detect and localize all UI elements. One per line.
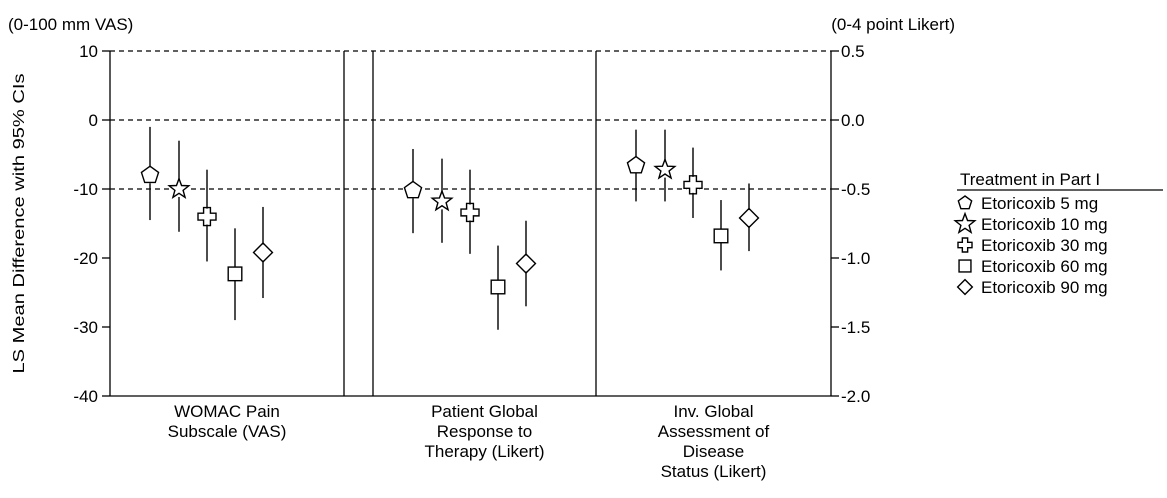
pentagon-marker — [403, 180, 423, 199]
marker-backing — [685, 176, 701, 193]
left-axis-unit-label: (0-100 mm VAS) — [8, 15, 133, 34]
square-icon — [958, 259, 972, 273]
star-marker — [167, 176, 191, 199]
legend-entry-label: Etoricoxib 60 mg — [981, 257, 1108, 276]
left-tick-label: -40 — [73, 387, 98, 406]
left-axis-title: LS Mean Difference with 95% CIs — [11, 74, 28, 374]
marker-backing — [491, 279, 505, 294]
legend-entry-label: Etoricoxib 30 mg — [981, 236, 1108, 255]
legend: Treatment in Part I Etoricoxib 5 mg Etoric… — [953, 170, 1163, 297]
diamond-marker — [738, 207, 760, 229]
right-tick-label: -2.0 — [841, 387, 870, 406]
plus-marker — [683, 175, 703, 195]
legend-title: Treatment in Part I — [960, 170, 1100, 189]
right-tick-label: -1.5 — [841, 318, 870, 337]
legend-entry-label: Etoricoxib 5 mg — [981, 194, 1098, 213]
left-tick-label: 0 — [89, 111, 98, 130]
marker-backing — [714, 228, 728, 243]
marker-backing — [255, 244, 271, 261]
diamond-marker — [515, 253, 537, 274]
panel-label-line: Assessment of — [658, 422, 770, 441]
left-tick-label: -20 — [73, 249, 98, 268]
diamond-icon — [956, 278, 974, 296]
marker-backing — [741, 209, 757, 226]
star-icon — [953, 211, 977, 234]
marker-backing — [628, 157, 644, 174]
star-marker — [653, 157, 677, 180]
marker-backing — [518, 255, 534, 272]
legend-entry-label: Etoricoxib 10 mg — [981, 215, 1108, 234]
panel-label-line: Response to — [437, 422, 532, 441]
panel-label-line: Disease — [683, 442, 744, 461]
plus-marker — [197, 206, 217, 227]
marker-backing — [199, 208, 215, 225]
plus-icon — [957, 237, 973, 253]
square-marker — [713, 228, 729, 244]
right-axis-unit-label: (0-4 point Likert) — [831, 15, 955, 34]
right-tick-label: -0.5 — [841, 180, 870, 199]
plus-marker — [460, 202, 480, 223]
panel-label-line: Patient Global — [431, 402, 538, 421]
panel-label-line: Therapy (Likert) — [425, 442, 545, 461]
plot-area: 10 0 -10 -20 -30 -40 0.5 0.0 -0.5 -1.0 -1.5 -2.0 (0-… — [8, 15, 955, 481]
marker-backing — [462, 204, 478, 221]
marker-backing — [405, 182, 421, 199]
marker-backing — [142, 167, 158, 184]
star-marker — [430, 189, 454, 212]
square-marker — [227, 266, 243, 282]
marker-backing — [228, 266, 242, 281]
legend-entry-label: Etoricoxib 90 mg — [981, 278, 1108, 297]
panel-label-line: Inv. Global — [673, 402, 753, 421]
panel-label-line: WOMAC Pain — [174, 402, 280, 421]
left-tick-label: -30 — [73, 318, 98, 337]
left-tick-label: -10 — [73, 180, 98, 199]
right-tick-label: -1.0 — [841, 249, 870, 268]
square-marker — [490, 279, 506, 295]
panel-label-line: Status (Likert) — [661, 462, 767, 481]
left-tick-label: 10 — [79, 42, 98, 61]
right-tick-label: 0.5 — [841, 42, 865, 61]
right-tick-label: 0.0 — [841, 111, 865, 130]
pentagon-marker — [140, 165, 160, 184]
diamond-marker — [252, 242, 274, 263]
pentagon-marker — [626, 155, 646, 174]
panel-label-line: Subscale (VAS) — [168, 422, 287, 441]
pentagon-icon — [957, 195, 973, 210]
